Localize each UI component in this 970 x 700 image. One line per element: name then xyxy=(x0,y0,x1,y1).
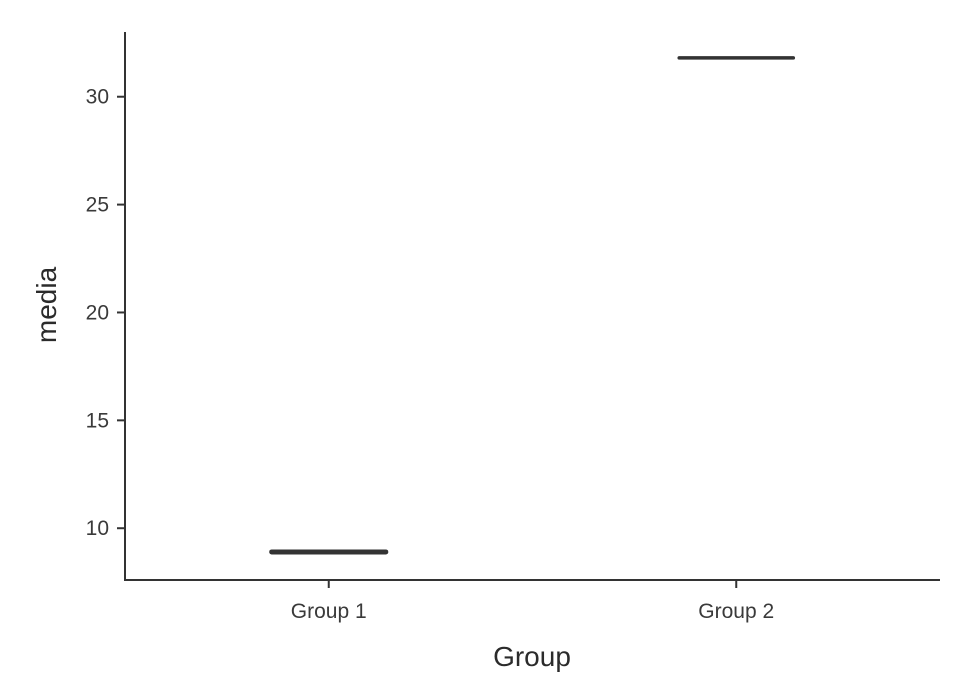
x-axis-ticks: Group 1 Group 2 xyxy=(291,580,774,623)
x-tick-label-1: Group 2 xyxy=(698,600,774,623)
x-tick-label-0: Group 1 xyxy=(291,600,367,623)
data-marks xyxy=(272,58,794,552)
y-tick-label-2: 20 xyxy=(86,301,109,324)
y-axis-title: media xyxy=(31,266,62,343)
x-axis-title: Group xyxy=(493,641,571,672)
y-axis-ticks: 10 15 20 25 30 xyxy=(86,86,125,540)
y-tick-label-0: 10 xyxy=(86,517,109,540)
y-tick-label-3: 25 xyxy=(86,194,109,217)
y-tick-label-1: 15 xyxy=(86,409,109,432)
y-tick-label-4: 30 xyxy=(86,86,109,109)
